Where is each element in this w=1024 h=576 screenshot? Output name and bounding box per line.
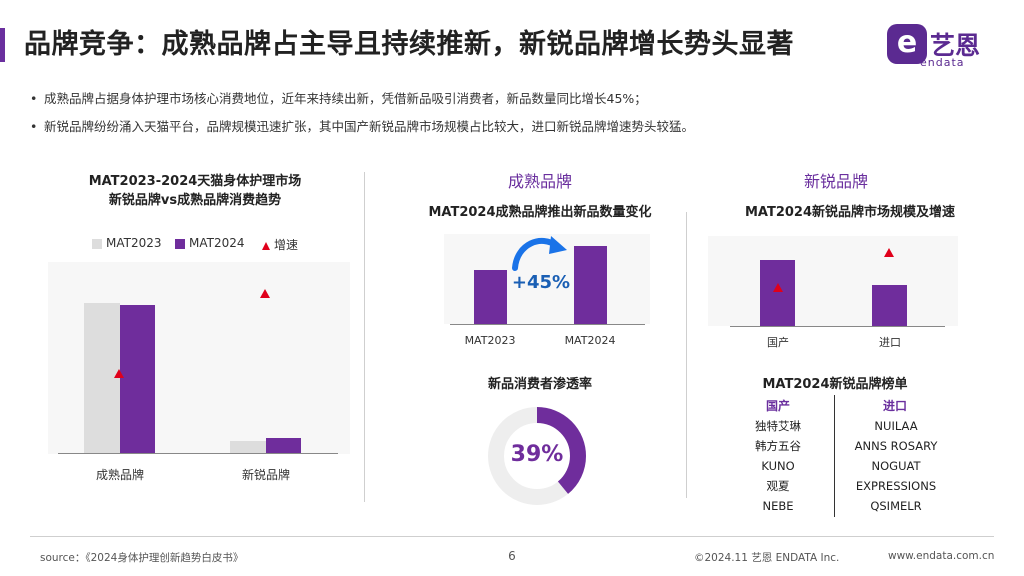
- penetration-value: 39%: [510, 442, 564, 467]
- ranking-head-imported: 进口: [882, 399, 907, 413]
- legend-growth: 增速: [262, 236, 298, 253]
- mature-chart-axis: [450, 324, 645, 325]
- mature-chart-title: MAT2024成熟品牌推出新品数量变化: [428, 205, 652, 220]
- ranking-title: MAT2024新锐品牌榜单: [762, 377, 908, 392]
- bar-mature-new-mat2023: [474, 270, 507, 324]
- growth-marker-emerging: [260, 289, 270, 298]
- divider-left: [364, 172, 365, 502]
- list-item: ANNS ROSARY: [854, 439, 938, 453]
- section-title-mature: 成熟品牌: [507, 172, 572, 191]
- endata-logo-icon: e: [887, 24, 927, 64]
- tick-label-domestic: 国产: [767, 336, 789, 349]
- footer-divider: [30, 536, 994, 537]
- growth-arrow-icon: [512, 236, 567, 271]
- list-item: NOGUAT: [871, 459, 921, 473]
- tick-label-mature: 成熟品牌: [95, 468, 144, 482]
- bullet-text-1: 成熟品牌占据身体护理市场核心消费地位，近年来持续出新，凭借新品吸引消费者，新品数…: [44, 91, 647, 106]
- list-item: 独特艾琳: [755, 419, 801, 433]
- bullet-text-2: 新锐品牌纷纷涌入天猫平台，品牌规模迅速扩张，其中国产新锐品牌市场规模占比较大，进…: [44, 119, 695, 134]
- bar-mature-new-mat2024: [574, 246, 607, 324]
- list-item: 观夏: [766, 479, 790, 493]
- logo-text-en: endata: [920, 56, 965, 69]
- footer-website[interactable]: www.endata.com.cn: [888, 550, 995, 562]
- donut-arc: [488, 407, 586, 505]
- left-chart-title-1: MAT2023-2024天猫身体护理市场: [88, 174, 302, 189]
- emerging-chart-axis: [730, 326, 945, 327]
- footer-source: source：《2024身体护理创新趋势白皮书》: [40, 552, 244, 564]
- ranking-head-domestic: 国产: [765, 399, 790, 413]
- growth-label: +45%: [511, 272, 571, 293]
- tick-label-imported: 进口: [879, 336, 901, 349]
- bar-emerging-mat2023: [230, 441, 266, 453]
- emerging-chart-plot-bg: [708, 236, 958, 326]
- section-title-emerging: 新锐品牌: [803, 172, 868, 191]
- tick-label-mat2024: MAT2024: [564, 334, 616, 347]
- footer-copyright: ©2024.11 艺恩 ENDATA Inc.: [694, 552, 840, 564]
- penetration-donut: [488, 407, 586, 505]
- penetration-title: 新品消费者渗透率: [487, 377, 592, 392]
- bar-emerging-domestic: [760, 260, 795, 326]
- list-item: NEBE: [762, 499, 794, 513]
- list-item: KUNO: [761, 459, 795, 473]
- list-item: NUILAA: [874, 419, 918, 433]
- bullet-dot-icon: •: [30, 119, 38, 134]
- ranking-divider: [834, 395, 835, 517]
- tick-label-emerging: 新锐品牌: [241, 468, 290, 482]
- list-item: EXPRESSIONS: [855, 479, 937, 493]
- page-title: 品牌竞争：成熟品牌占主导且持续推新，新锐品牌增长势头显著: [24, 29, 794, 60]
- left-chart-title-2: 新锐品牌vs成熟品牌消费趋势: [108, 193, 282, 208]
- bar-emerging-mat2024: [266, 438, 301, 453]
- divider-right: [686, 212, 687, 498]
- bullet-item-1: • 成熟品牌占据身体护理市场核心消费地位，近年来持续出新，凭借新品吸引消费者，新品…: [30, 88, 647, 107]
- legend-mat2023: MAT2023: [92, 236, 162, 250]
- list-item: 韩方五谷: [755, 439, 801, 453]
- growth-marker-mature: [114, 369, 124, 378]
- logo-text-cn: 艺恩: [930, 31, 981, 60]
- legend-swatch-mat2024: [175, 238, 185, 249]
- legend-swatch-mat2023: [92, 238, 102, 249]
- bullet-item-2: • 新锐品牌纷纷涌入天猫平台，品牌规模迅速扩张，其中国产新锐品牌市场规模占比较大，…: [30, 116, 694, 135]
- bar-emerging-imported: [872, 285, 907, 326]
- page-number: 6: [508, 549, 516, 563]
- bullet-dot-icon: •: [30, 91, 38, 106]
- emerging-chart-title: MAT2024新锐品牌市场规模及增速: [744, 205, 956, 220]
- ranking-list-imported: NUILAA ANNS ROSARY NOGUAT EXPRESSIONS QS…: [840, 416, 952, 516]
- bar-mature-mat2024: [120, 305, 155, 453]
- tick-label-mat2023: MAT2023: [464, 334, 516, 347]
- growth-marker-imported: [884, 248, 894, 257]
- ranking-list-domestic: 独特艾琳 韩方五谷 KUNO 观夏 NEBE: [728, 416, 828, 516]
- growth-marker-domestic: [773, 283, 783, 292]
- legend-triangle-icon: [262, 241, 270, 250]
- title-accent-bar: [0, 28, 5, 62]
- list-item: QSIMELR: [870, 499, 922, 513]
- legend-mat2024: MAT2024: [175, 236, 245, 250]
- bar-mature-mat2023: [84, 303, 120, 453]
- left-chart-axis: [58, 453, 338, 454]
